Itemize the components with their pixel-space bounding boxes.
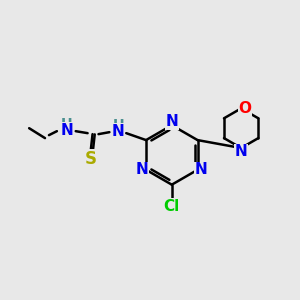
Text: H: H [112, 118, 124, 132]
Text: N: N [195, 162, 208, 177]
Text: N: N [112, 124, 125, 139]
Text: S: S [85, 150, 97, 168]
Text: O: O [238, 101, 252, 116]
Text: N: N [235, 145, 247, 160]
Text: Cl: Cl [164, 199, 180, 214]
Text: N: N [165, 114, 178, 129]
Text: N: N [60, 123, 73, 138]
Text: H: H [61, 117, 73, 131]
Text: N: N [136, 162, 148, 177]
